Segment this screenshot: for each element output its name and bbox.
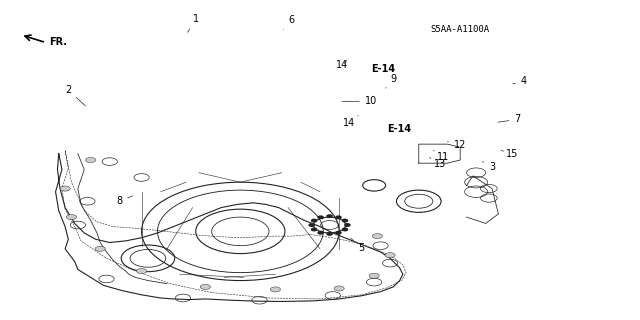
- Text: 3: 3: [483, 162, 495, 172]
- Circle shape: [312, 219, 317, 222]
- Circle shape: [342, 219, 348, 222]
- Circle shape: [200, 284, 211, 289]
- Circle shape: [86, 157, 96, 163]
- Text: 8: 8: [116, 196, 132, 206]
- Circle shape: [312, 228, 317, 231]
- Text: 4: 4: [513, 76, 527, 86]
- Text: 7: 7: [498, 114, 521, 124]
- Circle shape: [336, 216, 341, 219]
- Text: S5AA-A1100A: S5AA-A1100A: [431, 25, 490, 35]
- Text: 12: 12: [447, 140, 467, 150]
- Circle shape: [270, 287, 280, 292]
- Circle shape: [95, 246, 105, 252]
- Text: 15: 15: [501, 149, 518, 159]
- Circle shape: [309, 224, 314, 226]
- Text: 11: 11: [433, 150, 449, 162]
- Circle shape: [60, 186, 70, 191]
- Text: 1: 1: [188, 14, 199, 32]
- Circle shape: [327, 233, 332, 235]
- Text: 13: 13: [429, 157, 446, 169]
- Text: 6: 6: [284, 15, 294, 29]
- Circle shape: [385, 252, 395, 258]
- Text: 14: 14: [342, 116, 358, 128]
- Circle shape: [369, 273, 380, 278]
- Circle shape: [372, 234, 383, 239]
- Text: 14: 14: [336, 60, 348, 70]
- Text: 2: 2: [65, 85, 85, 106]
- Text: E-14: E-14: [387, 124, 411, 134]
- Circle shape: [342, 228, 348, 231]
- Circle shape: [334, 286, 344, 291]
- Circle shape: [318, 216, 323, 219]
- Text: 10: 10: [342, 96, 377, 106]
- Circle shape: [136, 268, 147, 274]
- Polygon shape: [419, 144, 460, 163]
- Circle shape: [327, 215, 332, 217]
- Circle shape: [318, 231, 323, 234]
- Text: FR.: FR.: [49, 37, 67, 47]
- Circle shape: [345, 224, 350, 226]
- Text: 9: 9: [386, 74, 397, 88]
- Circle shape: [336, 231, 341, 234]
- Text: 5: 5: [351, 238, 365, 253]
- Text: E-14: E-14: [371, 64, 395, 74]
- Circle shape: [67, 215, 77, 220]
